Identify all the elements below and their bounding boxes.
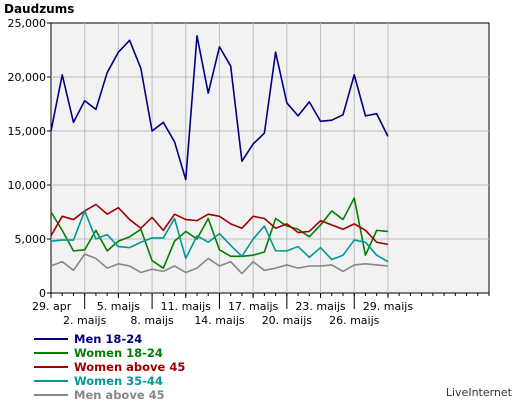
brand-label: LiveInternet	[445, 386, 512, 399]
x-tick-label: 23. maijs	[295, 300, 346, 313]
legend-label: Women 35-44	[74, 374, 163, 388]
legend-label: Women above 45	[74, 360, 186, 374]
chart-title: Daudzums	[4, 2, 75, 16]
series-line-women-18-24	[50, 197, 388, 269]
legend-item-women-above-45: Women above 45	[34, 360, 185, 374]
y-tick-label: 10,000	[8, 179, 47, 192]
legend-label: Men 18-24	[74, 332, 143, 346]
series-line-women-35-44	[50, 210, 389, 263]
legend-swatch	[34, 394, 68, 396]
legend-label: Women 18-24	[74, 346, 163, 360]
y-tick-label: 15,000	[8, 125, 47, 138]
x-tick-label: 14. maijs	[194, 314, 245, 327]
x-tick-label: 29. maijs	[363, 300, 414, 313]
legend-swatch	[34, 380, 68, 382]
y-tick-label: 20,000	[8, 71, 47, 84]
legend-item-women-18-24: Women 18-24	[34, 346, 185, 360]
legend-label: Men above 45	[74, 388, 165, 402]
x-tick-label: 8. maijs	[130, 314, 174, 327]
legend-item-men-above-45: Men above 45	[34, 388, 185, 402]
x-tick-label: 20. maijs	[262, 314, 313, 327]
series-line-men-18-24	[50, 35, 389, 181]
y-tick-label: 25,000	[8, 17, 47, 30]
x-tick-label: 11. maijs	[161, 300, 212, 313]
legend-item-men-18-24: Men 18-24	[34, 332, 185, 346]
legend-item-women-35-44: Women 35-44	[34, 374, 185, 388]
series-layer	[50, 35, 389, 275]
x-tick-label: 5. maijs	[97, 300, 141, 313]
x-tick-label: 29. apr	[32, 300, 72, 313]
y-tick-label: 0	[39, 287, 46, 300]
legend-swatch	[34, 366, 68, 368]
series-line-men-above-45	[50, 253, 388, 275]
plot-area	[50, 22, 490, 294]
axis-layer: 0 5,000 10,000 15,000 20,000 25,000 29. apr2. …	[8, 17, 490, 327]
legend-swatch	[34, 352, 68, 354]
x-tick-label: 17. maijs	[228, 300, 279, 313]
x-tick-label: 26. maijs	[329, 314, 380, 327]
legend: Men 18-24 Women 18-24 Women above 45 Wom…	[34, 332, 185, 402]
y-tick-label: 5,000	[15, 233, 47, 246]
series-line-women-above-45	[50, 203, 389, 246]
x-tick-label: 2. maijs	[63, 314, 107, 327]
legend-swatch	[34, 338, 68, 340]
